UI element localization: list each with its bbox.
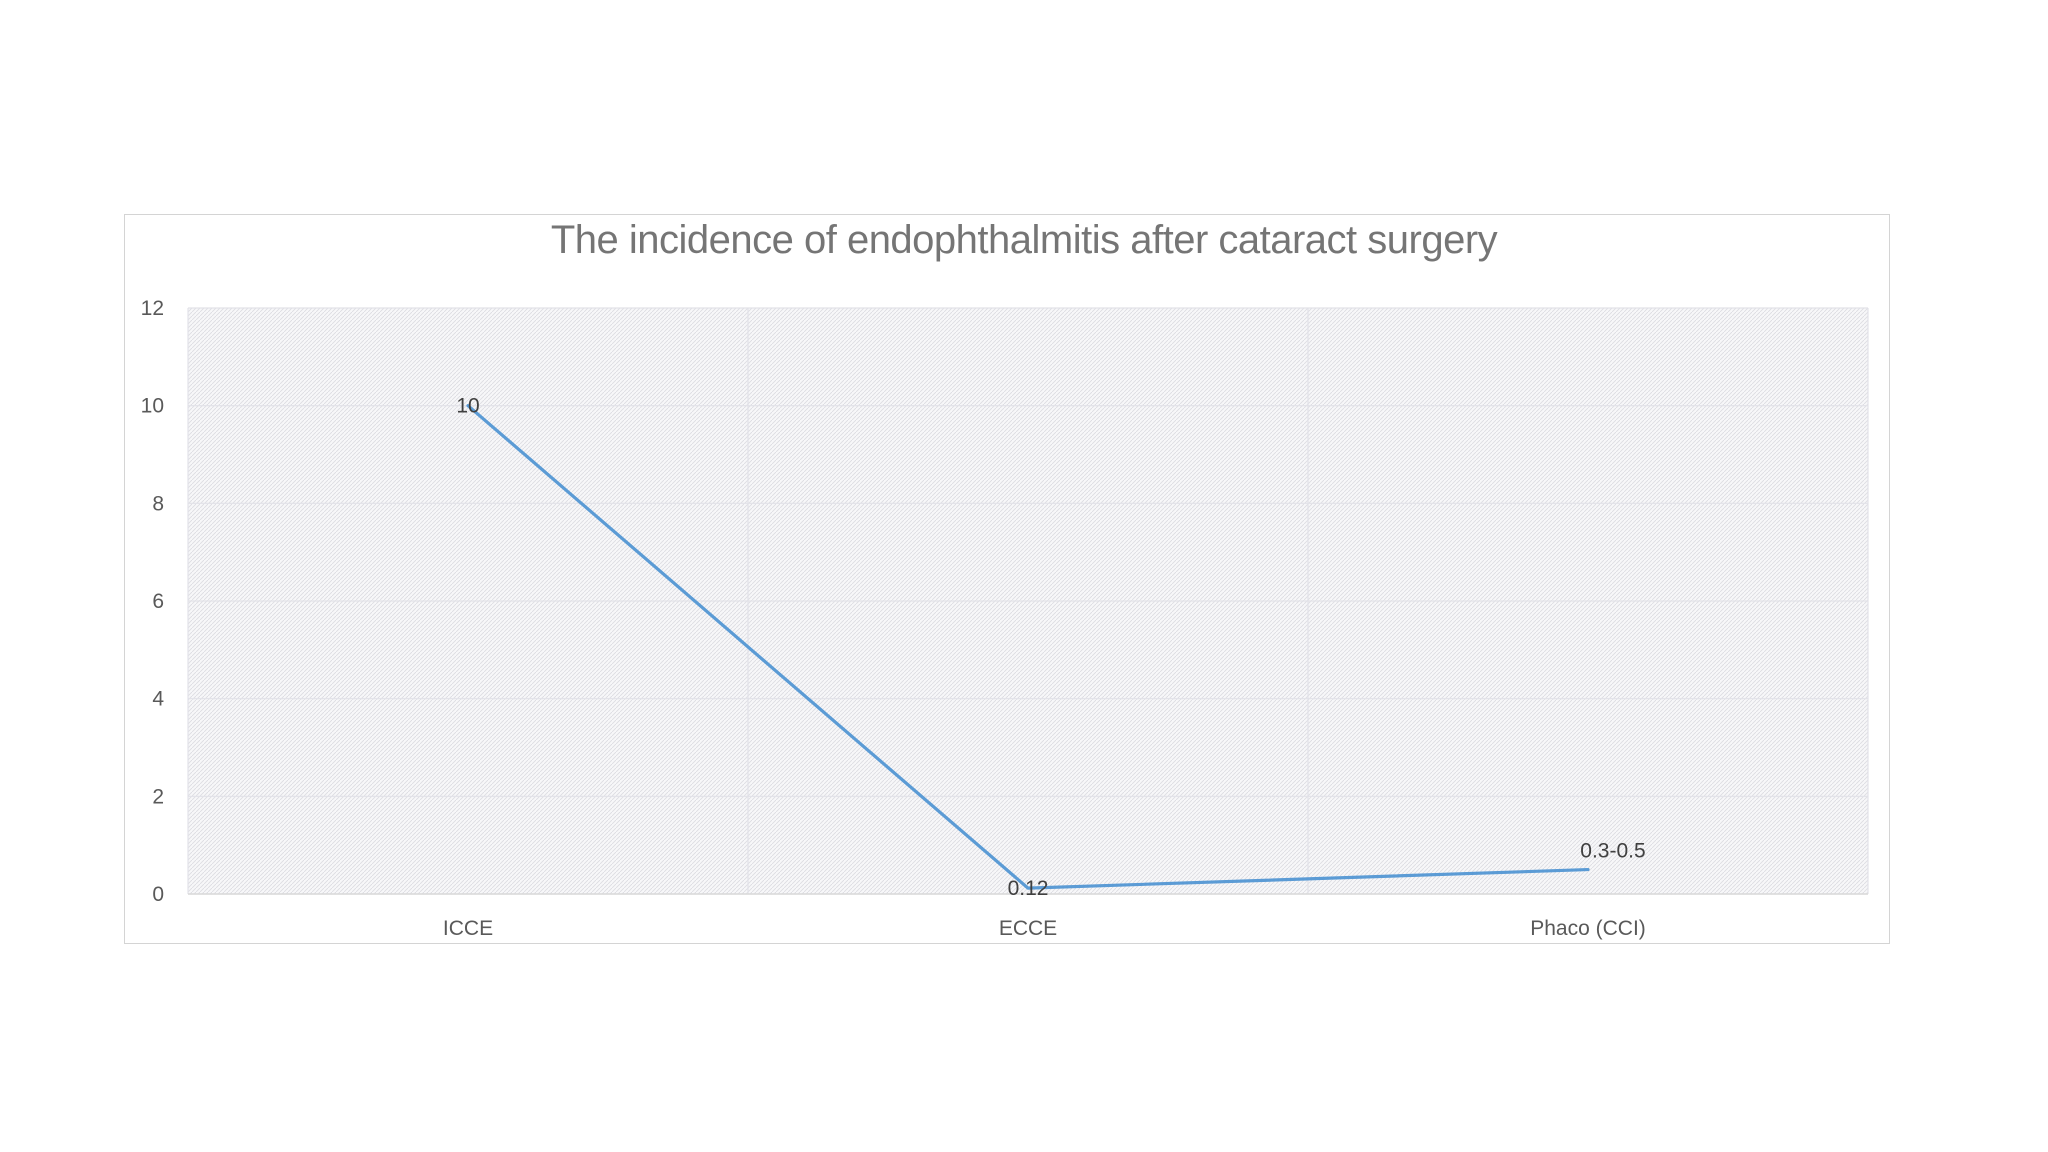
data-label: 10 (456, 395, 479, 418)
x-tick-label: ECCE (999, 917, 1057, 940)
y-tick-label: 8 (152, 492, 164, 515)
series-line (466, 404, 1590, 890)
chart-title: The incidence of endophthalmitis after c… (550, 218, 1498, 262)
data-label: 0.3-0.5 (1580, 840, 1645, 863)
x-tick-label: Phaco (CCI) (1530, 917, 1646, 940)
y-tick-label: 2 (152, 785, 164, 808)
y-tick-label: 0 (152, 883, 164, 906)
data-label: 0.12 (1008, 877, 1049, 900)
y-tick-label: 10 (141, 395, 164, 418)
y-tick-label: 6 (152, 590, 164, 613)
x-tick-label: ICCE (443, 917, 493, 940)
y-tick-label: 4 (152, 688, 164, 711)
y-tick-label: 12 (141, 297, 164, 320)
